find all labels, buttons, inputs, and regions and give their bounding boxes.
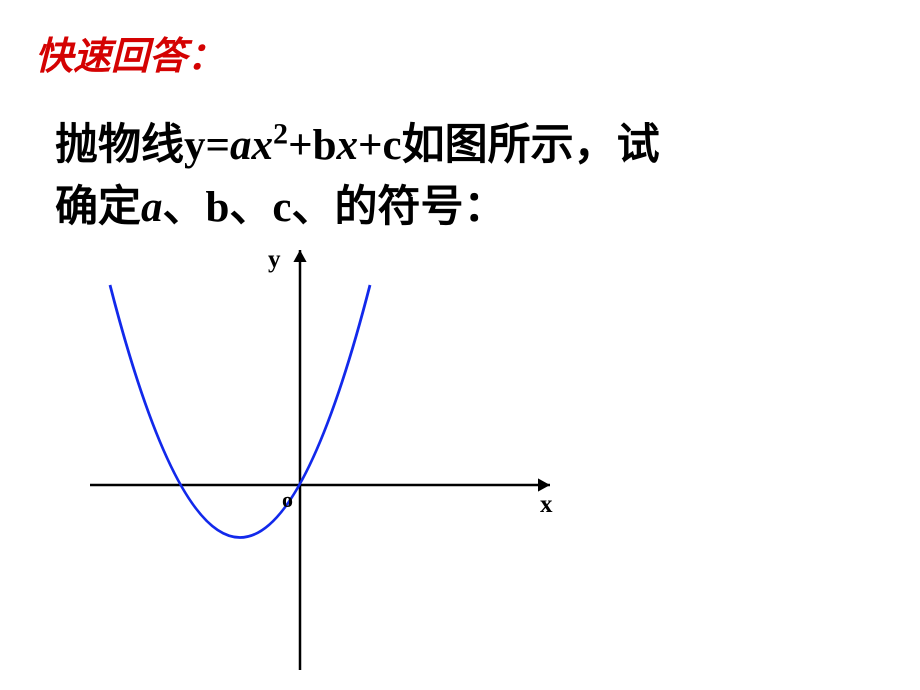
q-prefix: 抛物线y= (55, 122, 230, 169)
q-line2-a: a (141, 184, 163, 231)
parabola-chart: y x o (90, 250, 610, 670)
chart-svg (90, 250, 610, 670)
quick-answer-header: 快速回答： (35, 25, 225, 80)
q-line2-rest: 、b、c、的符号： (163, 184, 507, 231)
q-exp: 2 (273, 117, 288, 151)
y-axis-label: y (268, 246, 281, 274)
q-plus2: +c如图所示，试 (358, 122, 660, 169)
header-text: 快速回答： (35, 36, 225, 78)
q-line2-prefix: 确定 (55, 184, 141, 231)
origin-label: o (282, 487, 293, 513)
q-x2: x (252, 122, 274, 169)
question-text: 抛物线y=ax2+bx+c如图所示，试 确定a、b、c、的符号： (55, 115, 880, 240)
q-a: a (230, 122, 252, 169)
q-x1: x (336, 122, 358, 169)
x-axis-label: x (540, 491, 553, 519)
q-plus1: +b (288, 122, 336, 169)
